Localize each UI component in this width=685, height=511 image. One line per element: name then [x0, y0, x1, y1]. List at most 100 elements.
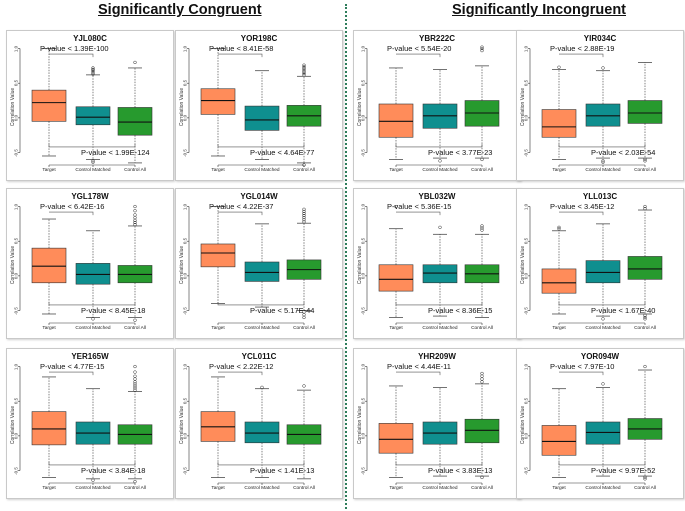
comparison-bracket-bottom: [395, 461, 483, 466]
outlier-point: [643, 204, 647, 209]
box-control-matched: [75, 66, 111, 164]
x-category-label: Control All: [634, 326, 656, 331]
x-category-label: Control All: [471, 326, 493, 331]
y-tick-label-text: 1.0: [13, 203, 18, 210]
chart-svg: [18, 48, 153, 167]
outlier-point: [643, 364, 647, 369]
chart-panel: YCL011C Correlation Value 1.0 0.5 0.0 -0.5 Tar…: [175, 348, 343, 499]
y-tick-label-text: 0.5: [13, 238, 18, 245]
box-control-matched: [422, 386, 458, 477]
outlier-point: [91, 67, 95, 71]
y-tick-label-text: 0.0: [182, 432, 187, 439]
box-control-matched: [244, 385, 280, 478]
outlier-point: [302, 163, 306, 167]
box-body: [541, 109, 577, 138]
y-tick-label: 0.0: [358, 111, 367, 125]
chart-svg: [18, 204, 153, 325]
outlier-point: [438, 225, 442, 229]
y-tick-label: 0.0: [358, 429, 367, 443]
p-value-bottom: P-value < 3.77E-23: [428, 147, 493, 157]
comparison-bracket-bottom: [48, 301, 136, 306]
panel-title: YIR034C: [583, 34, 617, 43]
y-tick-label: 1.0: [180, 360, 189, 374]
box-body: [378, 423, 414, 454]
y-tick-label-text: 1.0: [360, 203, 365, 210]
x-category-label: Control Matched: [75, 326, 111, 331]
outlier-point: [643, 315, 647, 320]
y-tick-label-text: -0.5: [182, 306, 187, 315]
y-tick-label: 1.0: [521, 200, 530, 214]
x-category-label: Target: [42, 168, 56, 173]
x-category-label: Control Matched: [75, 486, 111, 491]
y-tick-label-text: 1.0: [360, 363, 365, 370]
outlier-point: [601, 382, 605, 386]
p-value-top: P-value < 5.54E-20: [387, 44, 452, 54]
outlier-point: [133, 364, 137, 369]
outlier-point: [480, 46, 484, 51]
outlier-point: [91, 317, 95, 321]
y-tick-label: 0.5: [358, 234, 367, 248]
box-control-matched: [244, 70, 280, 160]
comparison-bracket-top: [396, 211, 441, 216]
y-tick-label-text: 0.0: [182, 272, 187, 279]
y-tick-label-text: 0.0: [360, 432, 365, 439]
y-tick-label-text: 0.0: [523, 114, 528, 121]
comparison-bracket-bottom: [395, 143, 483, 148]
x-category-label: Control All: [293, 168, 315, 173]
y-tick-label-text: 0.0: [360, 272, 365, 279]
x-category-label: Target: [389, 486, 403, 491]
outlier-point: [643, 317, 647, 321]
box-control-all: [286, 384, 322, 480]
outlier-point: [302, 218, 306, 222]
box-control-all: [627, 204, 663, 321]
outlier-point: [438, 159, 442, 163]
y-tick-label: 1.0: [521, 42, 530, 56]
panel-title: YHR209W: [418, 352, 456, 361]
outlier-point: [133, 374, 137, 378]
box-body: [541, 425, 577, 456]
y-tick-label-text: 0.5: [523, 80, 528, 87]
p-value-top: P-value < 5.36E-15: [387, 202, 452, 212]
y-tick-label: 0.5: [521, 76, 530, 90]
outlier-point: [601, 317, 605, 321]
outlier-point: [557, 225, 561, 229]
x-category-label: Control Matched: [585, 326, 621, 331]
outlier-point: [133, 377, 137, 381]
outlier-point: [133, 60, 137, 65]
y-tick-label-text: 0.0: [360, 114, 365, 121]
box-target: [200, 206, 236, 304]
y-tick-label: 0.0: [521, 269, 530, 283]
p-value-bottom: P-value < 4.64E-77: [250, 147, 315, 157]
y-tick-label: -0.5: [358, 304, 367, 318]
p-value-top: P-value < 2.88E-19: [550, 44, 615, 54]
comparison-bracket-top: [218, 211, 263, 216]
y-tick-label: 1.0: [11, 42, 20, 56]
outlier-point: [601, 159, 605, 163]
x-category-label: Control Matched: [244, 486, 280, 491]
y-tick-label: 0.5: [521, 394, 530, 408]
outlier-point: [91, 69, 95, 74]
chart-svg: [528, 48, 663, 167]
y-tick-label: 1.0: [358, 360, 367, 374]
chart-panel: YGL178W Correlation Value 1.0 0.5 0.0 -0.5 Tar…: [6, 188, 174, 339]
outlier-point: [601, 160, 605, 164]
y-tick-label-text: -0.5: [13, 306, 18, 315]
box-target: [378, 385, 414, 478]
y-tick-label-text: 0.0: [523, 272, 528, 279]
outlier-point: [302, 315, 306, 320]
heading-congruent: Significantly Congruent: [98, 2, 262, 18]
box-control-matched: [585, 382, 621, 477]
box-control-matched: [422, 68, 458, 163]
chart-svg: [528, 364, 663, 485]
y-tick-label: 0.5: [180, 394, 189, 408]
x-category-label: Target: [211, 486, 225, 491]
x-category-label: Control All: [634, 486, 656, 491]
y-tick-label: 0.5: [521, 234, 530, 248]
y-tick-label-text: 1.0: [523, 45, 528, 52]
x-category-label: Target: [389, 168, 403, 173]
x-category-label: Control Matched: [585, 486, 621, 491]
p-value-bottom: P-value < 8.45E-18: [81, 305, 146, 315]
outlier-point: [643, 313, 647, 318]
x-category-label: Control All: [124, 486, 146, 491]
chart-svg: [187, 366, 322, 485]
